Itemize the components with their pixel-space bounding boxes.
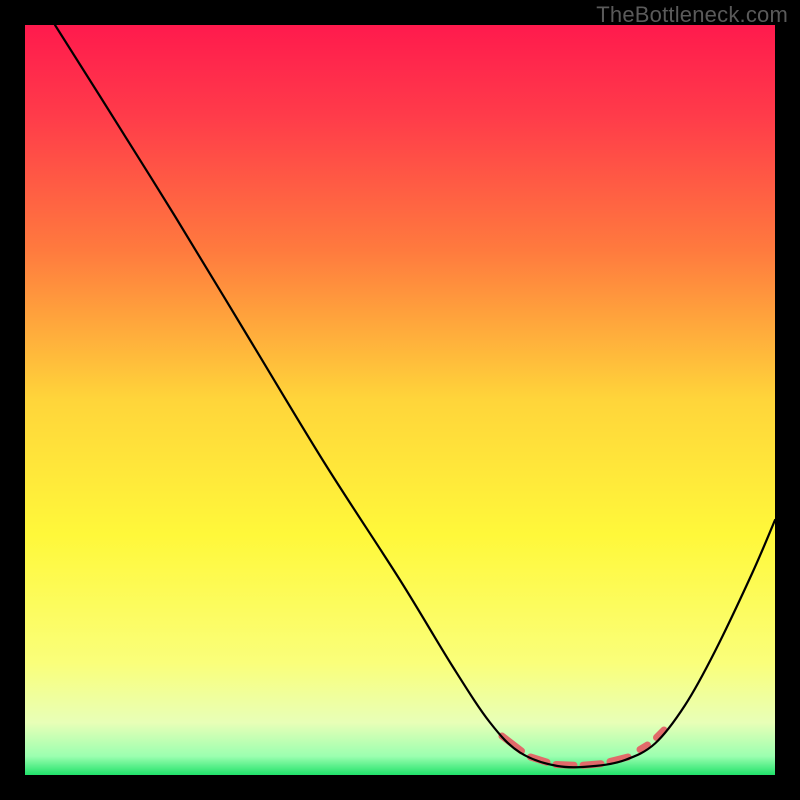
chart-container — [25, 25, 775, 775]
bottleneck-curve-chart — [25, 25, 775, 775]
watermark-text: TheBottleneck.com — [596, 2, 788, 28]
chart-background — [25, 25, 775, 775]
